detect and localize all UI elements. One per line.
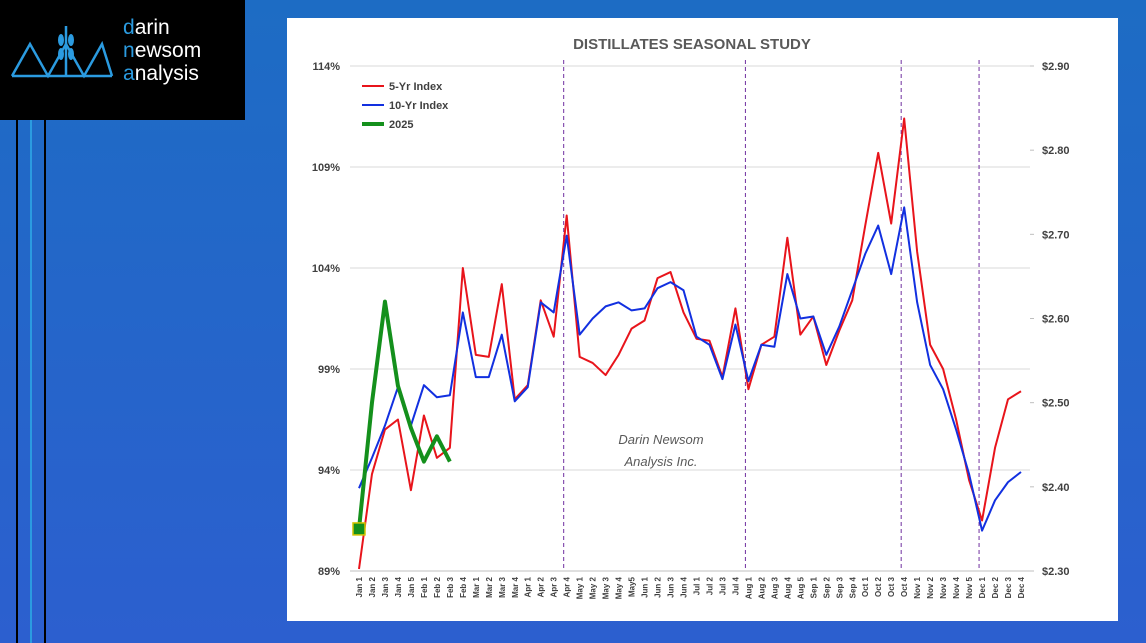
series-line <box>357 299 452 530</box>
x-tick-label: Nov 1 <box>913 576 922 598</box>
x-tick-label: Apr 1 <box>524 576 533 597</box>
x-tick-label: Oct 4 <box>900 576 909 597</box>
y2-tick-label: $2.70 <box>1042 229 1070 241</box>
x-tick-label: Jun 2 <box>654 576 663 597</box>
y-tick-label: 94% <box>318 465 340 477</box>
x-tick-label: Dec 1 <box>978 576 987 598</box>
x-tick-label: Feb 2 <box>433 576 442 597</box>
x-tick-label: May5 <box>628 576 637 597</box>
x-tick-label: Sep 3 <box>835 576 844 598</box>
x-tick-label: Oct 1 <box>861 576 870 597</box>
x-tick-label: Apr 4 <box>563 576 572 597</box>
logo-word: analysis <box>123 62 199 85</box>
watermark: Analysis Inc. <box>624 454 698 469</box>
x-tick-label: Jan 1 <box>355 576 364 597</box>
x-tick-label: Mar 3 <box>498 576 507 597</box>
y-tick-label: 99% <box>318 364 340 376</box>
x-tick-label: Jan 2 <box>368 576 377 597</box>
x-tick-label: Jun 1 <box>641 576 650 597</box>
y2-tick-label: $2.50 <box>1042 398 1070 410</box>
chart-panel: DISTILLATES SEASONAL STUDY 89% 94% 99% 104%… <box>287 18 1118 621</box>
decor-bar <box>44 120 46 643</box>
x-tick-label: Aug 2 <box>757 576 766 599</box>
x-tick-label: Jul 2 <box>705 576 714 595</box>
x-tick-label: May 4 <box>615 576 624 599</box>
x-tick-label: Mar 1 <box>472 576 481 597</box>
x-tick-label: Jan 5 <box>407 576 416 597</box>
x-tick-label: Apr 3 <box>550 576 559 597</box>
chart: DISTILLATES SEASONAL STUDY 89% 94% 99% 104%… <box>312 36 1070 599</box>
x-tick-label: Aug 5 <box>796 576 805 599</box>
x-tick-label: Sep 4 <box>848 576 857 598</box>
x-tick-label: May 2 <box>589 576 598 599</box>
y2-tick-label: $2.90 <box>1042 61 1070 73</box>
y-tick-label: 89% <box>318 566 340 578</box>
x-tick-label: Aug 3 <box>770 576 779 599</box>
logo-word: darin <box>123 16 170 39</box>
legend-label: 5-Yr Index <box>389 81 443 93</box>
logo-text: darin newsom analysis <box>123 16 201 85</box>
x-tick-label: Jan 4 <box>394 576 403 597</box>
watermark: Darin Newsom <box>618 432 703 447</box>
x-tick-label: Feb 1 <box>420 576 429 597</box>
chart-title: DISTILLATES SEASONAL STUDY <box>573 36 811 53</box>
x-tick-label: Nov 5 <box>965 576 974 598</box>
x-tick-label: Nov 2 <box>926 576 935 598</box>
x-tick-label: Oct 3 <box>887 576 896 597</box>
x-tick-label: Dec 2 <box>991 576 1000 598</box>
x-tick-label: May 1 <box>576 576 585 599</box>
logo-icon <box>10 26 114 79</box>
logo: darin newsom analysis <box>0 0 245 120</box>
y2-tick-label: $2.30 <box>1042 566 1070 578</box>
legend-label: 10-Yr Index <box>389 100 449 112</box>
y-tick-label: 109% <box>312 162 340 174</box>
series-marker <box>352 522 366 536</box>
x-tick-label: Aug 1 <box>744 576 753 599</box>
decor-bar <box>16 120 18 643</box>
x-tick-label: Jul 4 <box>731 576 740 595</box>
x-tick-label: Jun 4 <box>680 576 689 597</box>
x-tick-label: Dec 3 <box>1004 576 1013 598</box>
x-tick-label: Jun 3 <box>667 576 676 597</box>
x-tick-label: Oct 2 <box>874 576 883 597</box>
x-tick-label: Feb 3 <box>446 576 455 597</box>
y-tick-label: 104% <box>312 263 340 275</box>
x-tick-label: Jul 3 <box>718 576 727 595</box>
x-tick-label: Sep 2 <box>822 576 831 598</box>
x-tick-label: Mar 2 <box>485 576 494 597</box>
x-tick-label: Aug 4 <box>783 576 792 599</box>
y2-tick-label: $2.60 <box>1042 314 1070 326</box>
x-tick-label: May 3 <box>602 576 611 599</box>
y2-tick-label: $2.80 <box>1042 145 1070 157</box>
x-tick-label: Dec 4 <box>1017 576 1026 598</box>
x-tick-label: Jul 1 <box>692 576 701 595</box>
y-tick-label: 114% <box>312 61 340 73</box>
decor-bar <box>30 120 32 643</box>
x-tick-label: Apr 2 <box>537 576 546 597</box>
x-tick-label: Sep 1 <box>809 576 818 598</box>
x-tick-label: Feb 4 <box>459 576 468 597</box>
series-line <box>358 117 1022 570</box>
y2-tick-label: $2.40 <box>1042 482 1070 494</box>
logo-word: newsom <box>123 39 202 62</box>
x-tick-label: Nov 4 <box>952 576 961 598</box>
x-tick-label: Nov 3 <box>939 576 948 598</box>
x-tick-label: Jan 3 <box>381 576 390 597</box>
x-tick-label: Mar 4 <box>511 576 520 597</box>
legend-label: 2025 <box>389 119 413 131</box>
series-line <box>358 206 1022 532</box>
